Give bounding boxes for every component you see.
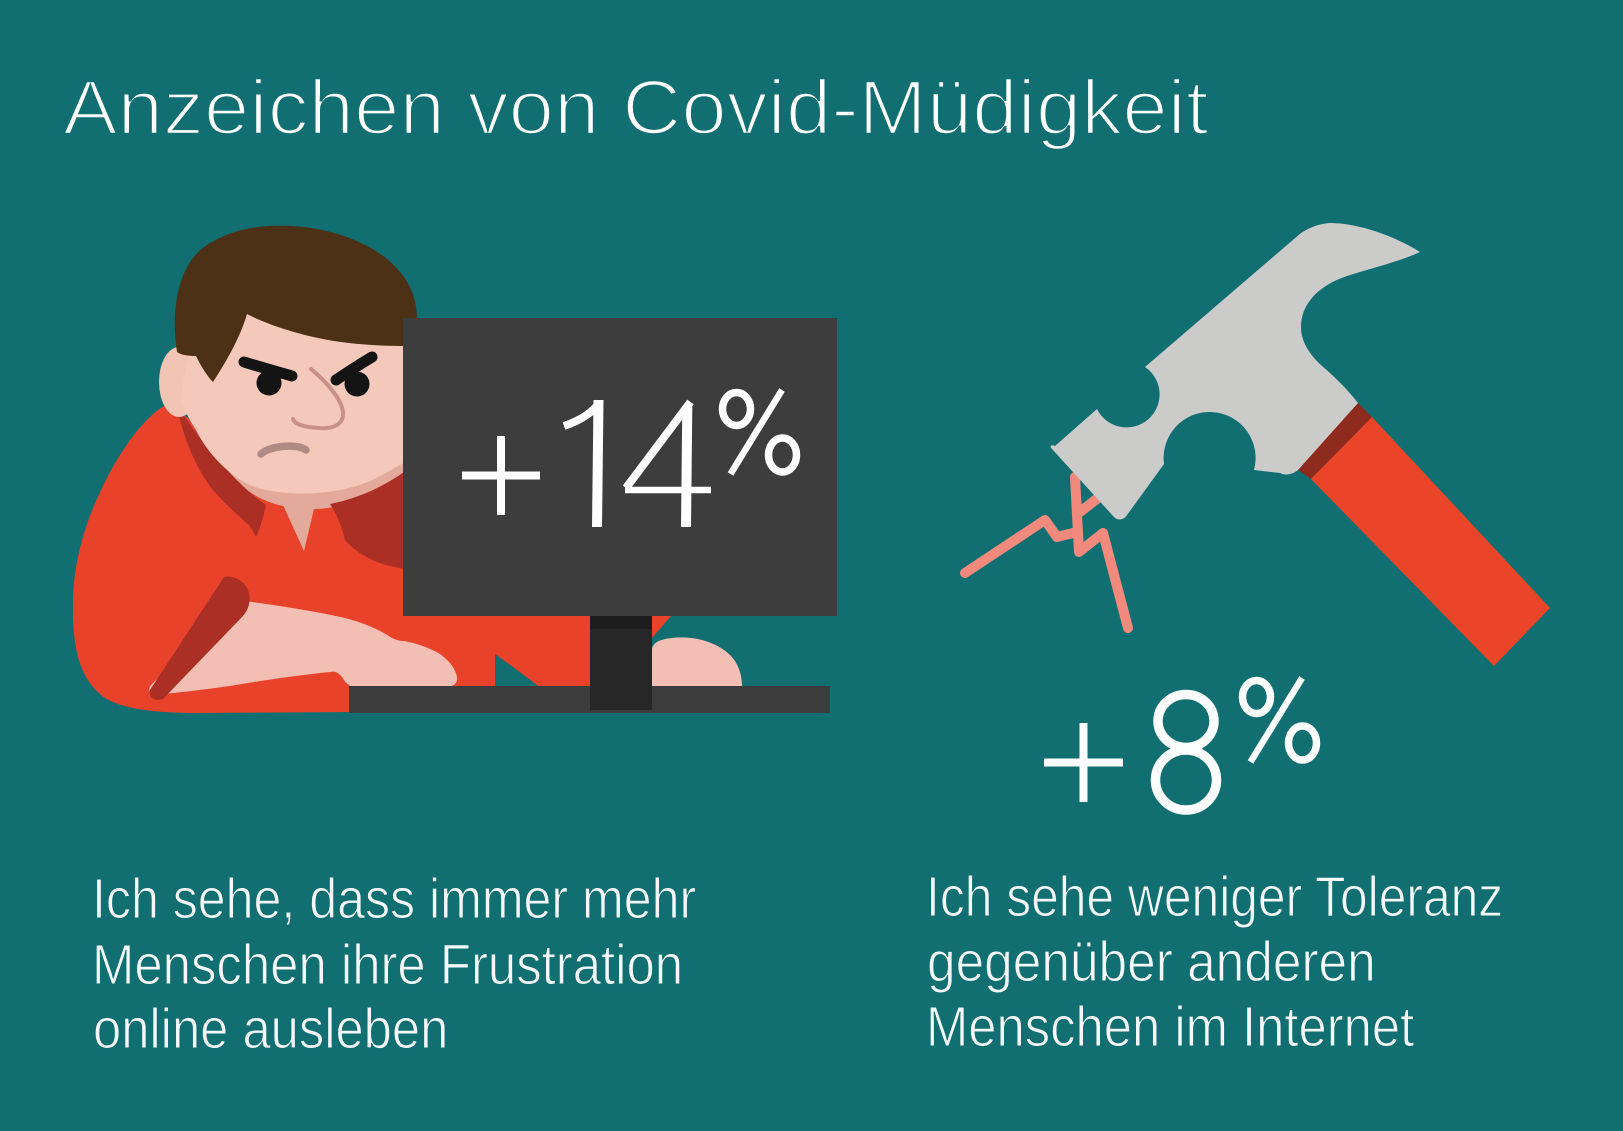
svg-text:Ich sehe, dass immer mehr: Ich sehe, dass immer mehr [92, 867, 696, 931]
svg-text:gegenüber anderen: gegenüber anderen [927, 930, 1376, 994]
svg-text:Ich sehe weniger Toleranz: Ich sehe weniger Toleranz [926, 866, 1503, 929]
svg-text:Menschen im Internet: Menschen im Internet [926, 995, 1414, 1058]
svg-text:Anzeichen von Covid-Müdigkeit: Anzeichen von Covid-Müdigkeit [63, 64, 1209, 150]
svg-text:Menschen ihre Frustration: Menschen ihre Frustration [92, 933, 683, 996]
svg-text:online ausleben: online ausleben [93, 997, 448, 1060]
